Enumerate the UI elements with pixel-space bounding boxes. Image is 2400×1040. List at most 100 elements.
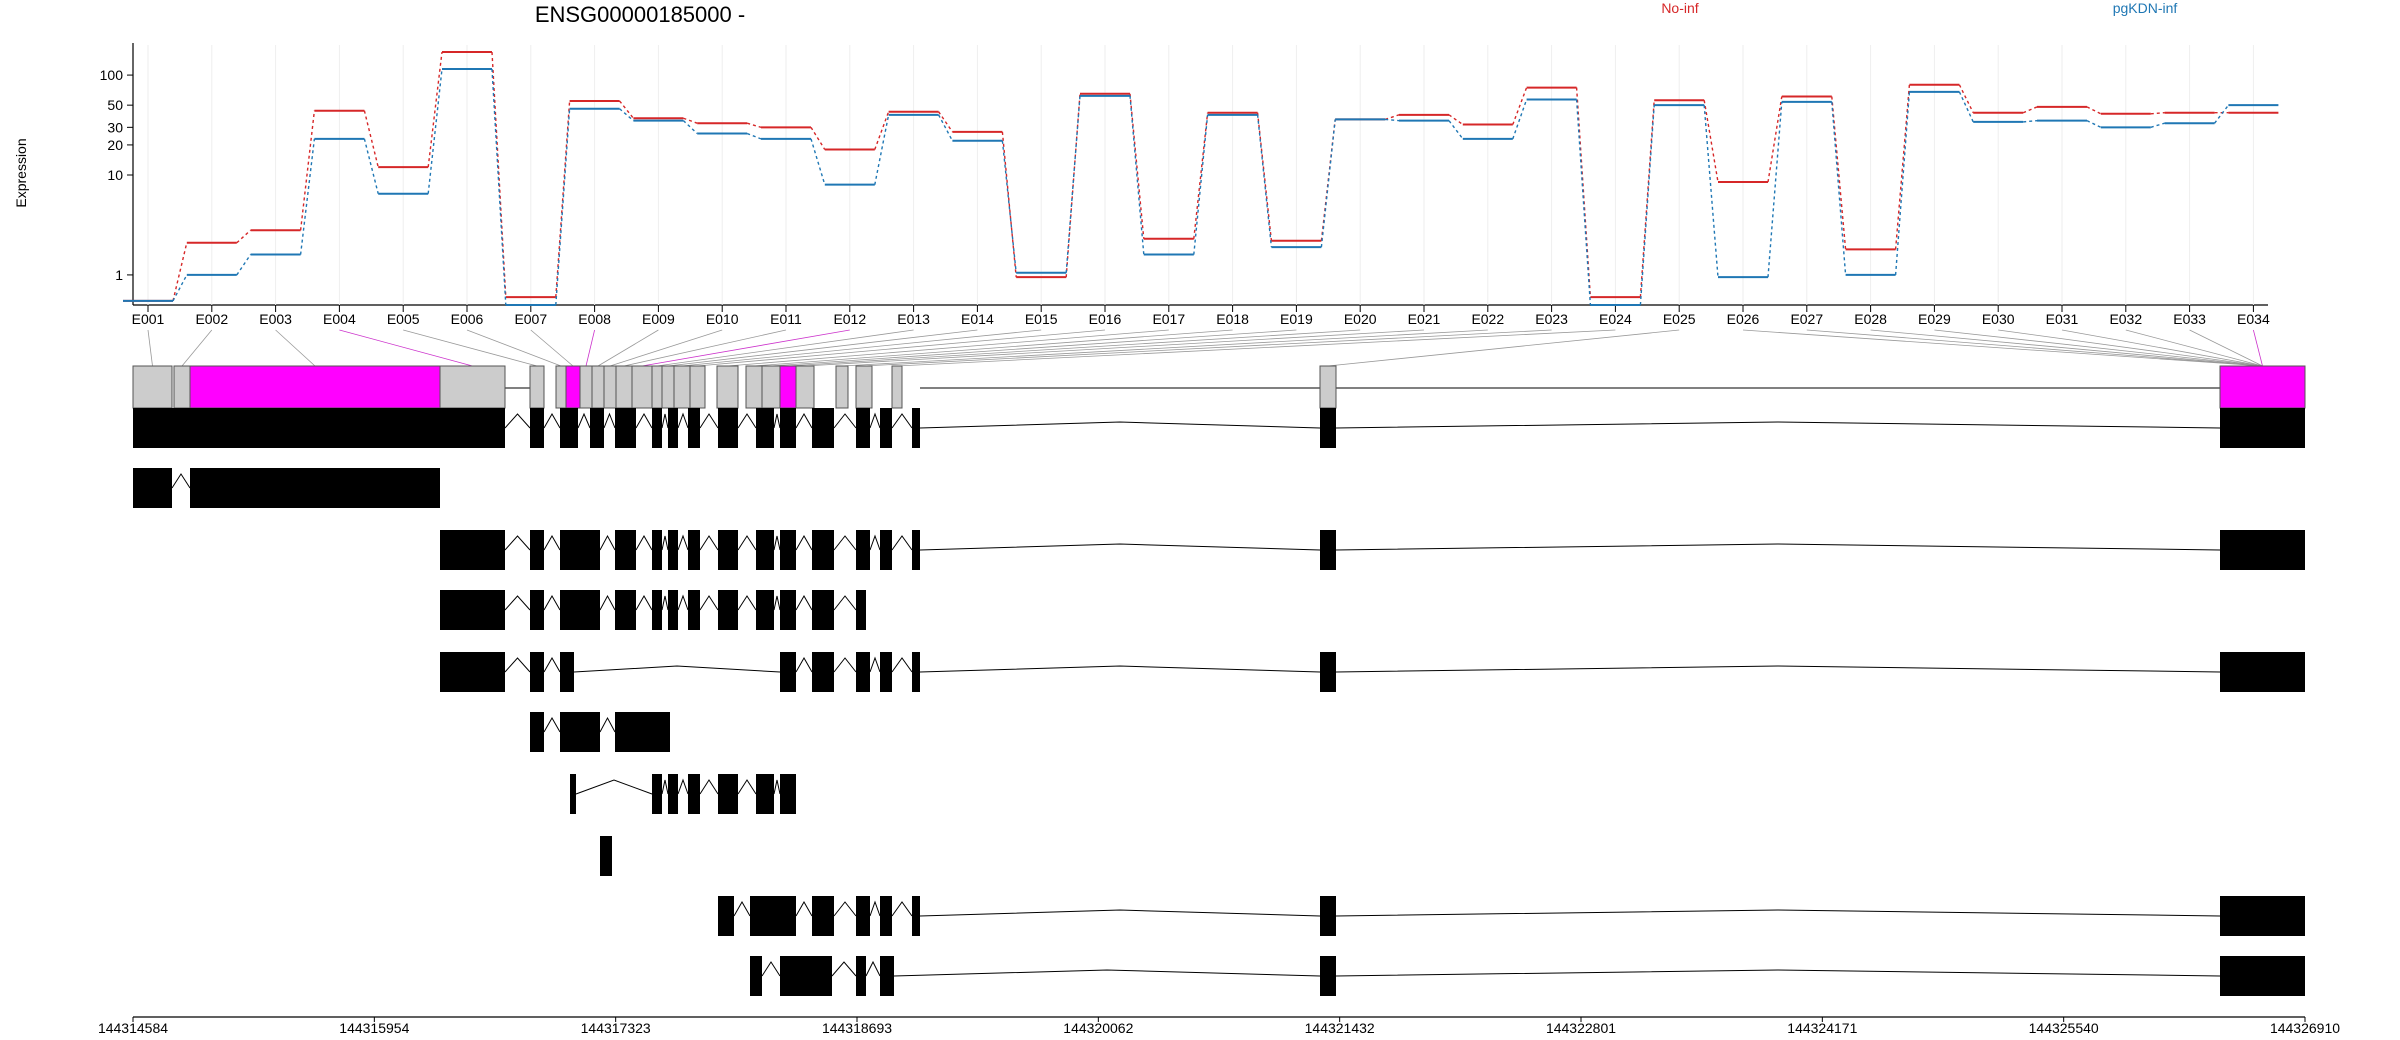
transcript-exon — [812, 590, 834, 630]
transcript-intron — [919, 665, 1321, 673]
transcript-intron — [543, 656, 561, 673]
transcript-intron — [699, 595, 719, 611]
exon-mapping-line — [841, 329, 1488, 367]
transcript-1 — [133, 408, 2305, 448]
x-tick-label-e007: E007 — [514, 311, 547, 327]
transcript-exon — [812, 652, 834, 692]
x-tick-label-e002: E002 — [195, 311, 228, 327]
transcript-exon — [780, 590, 796, 630]
x-tick-label-e025: E025 — [1663, 311, 1696, 327]
transcript-intron — [635, 594, 653, 611]
transcript-exon — [812, 896, 834, 936]
exon-mapping-line — [623, 329, 787, 367]
transcript-intron — [661, 595, 669, 611]
transcript-exon — [812, 530, 834, 570]
transcript-exon — [440, 590, 505, 630]
transcript-intron — [919, 543, 1321, 551]
transcript-exon — [718, 774, 738, 814]
x-tick-label-e023: E023 — [1535, 311, 1568, 327]
genomic-tick-label: 144321432 — [1305, 1020, 1375, 1036]
series-connector — [938, 111, 953, 133]
transcript-exon — [856, 590, 866, 630]
series-connector — [1129, 93, 1145, 239]
transcript-intron — [737, 779, 757, 795]
transcript-4 — [440, 590, 866, 630]
transcript-exon — [440, 652, 505, 692]
series-no-inf — [123, 51, 2279, 302]
genomic-tick-label: 144315954 — [339, 1020, 409, 1036]
transcript-intron — [737, 535, 757, 551]
gene-model-exon — [795, 365, 815, 409]
exon-mapping-line — [147, 329, 153, 367]
series-connector — [874, 114, 890, 185]
transcript-intron — [504, 595, 531, 611]
y-axis-label: Expression — [13, 138, 29, 207]
genomic-tick-label: 144324171 — [1787, 1020, 1857, 1036]
series-connector — [491, 52, 507, 298]
gene-model-exon — [631, 365, 653, 409]
transcript-exon — [718, 590, 738, 630]
transcript-intron — [599, 594, 616, 611]
exon-mapping-line — [770, 329, 1297, 367]
transcript-exon — [560, 712, 600, 752]
gene-model-exon — [565, 365, 581, 409]
x-tick-label-e009: E009 — [642, 311, 675, 327]
transcript-intron — [1335, 909, 2221, 917]
genomic-tick-label: 144320062 — [1063, 1020, 1133, 1036]
series-connector — [1894, 84, 1911, 250]
transcript-exon — [1320, 896, 1336, 936]
gene-model-exon — [615, 365, 633, 409]
series-connector — [1193, 114, 1209, 255]
x-tick-label-e026: E026 — [1727, 311, 1760, 327]
x-tick-label-e005: E005 — [387, 311, 420, 327]
transcript-intron — [795, 594, 813, 611]
transcript-exon — [2220, 408, 2305, 448]
gene-model-exon — [173, 365, 191, 409]
series-connector — [555, 100, 571, 298]
x-tick-label-e028: E028 — [1854, 311, 1887, 327]
transcript-intron — [504, 413, 531, 429]
transcript-exon — [880, 956, 894, 996]
transcript-exon — [652, 530, 662, 570]
transcript-intron — [1335, 665, 2221, 673]
series-connector — [1767, 101, 1783, 278]
exon-mapping-line — [530, 329, 574, 367]
transcript-intron — [833, 413, 857, 429]
transcript-exon — [560, 408, 578, 448]
exon-mapping-line — [275, 329, 316, 367]
x-tick-label-e030: E030 — [1982, 311, 2015, 327]
transcript-8 — [600, 836, 612, 876]
series-connector — [2150, 122, 2165, 128]
transcript-exon — [2220, 530, 2305, 570]
exon-mapping-line — [1327, 329, 1680, 367]
y-tick-label: 30 — [107, 119, 123, 135]
transcript-exon — [756, 408, 774, 448]
gene-model-exon — [651, 365, 663, 409]
exon-mapping-line — [339, 329, 473, 367]
transcript-exon — [1320, 652, 1336, 692]
transcript-exon — [560, 652, 574, 692]
transcript-exon — [912, 652, 920, 692]
gene-model-exon — [1319, 365, 1337, 409]
legend-label-pgkdn-inf: pgKDN-inf — [2113, 0, 2178, 16]
transcript-exon — [530, 408, 544, 448]
x-tick-label-e013: E013 — [897, 311, 930, 327]
transcript-intron — [893, 969, 1321, 977]
transcript-7 — [570, 774, 796, 814]
transcript-exon — [688, 774, 700, 814]
exon-mapping-line — [585, 329, 595, 367]
chart-title: ENSG00000185000 - — [535, 2, 745, 27]
transcript-exon — [780, 652, 796, 692]
transcript-intron — [773, 535, 781, 551]
transcript-exon — [688, 590, 700, 630]
exon-mapping-line — [609, 329, 723, 367]
x-tick-label-e027: E027 — [1790, 311, 1823, 327]
exon-mapping-line — [667, 329, 978, 367]
transcript-intron — [677, 594, 689, 611]
transcript-intron — [891, 657, 913, 673]
exon-mapping-line — [727, 329, 1169, 367]
exon-mapping-line — [1742, 329, 2263, 367]
legend-label-no-inf: No-inf — [1661, 0, 1698, 16]
series-connector — [683, 117, 698, 124]
